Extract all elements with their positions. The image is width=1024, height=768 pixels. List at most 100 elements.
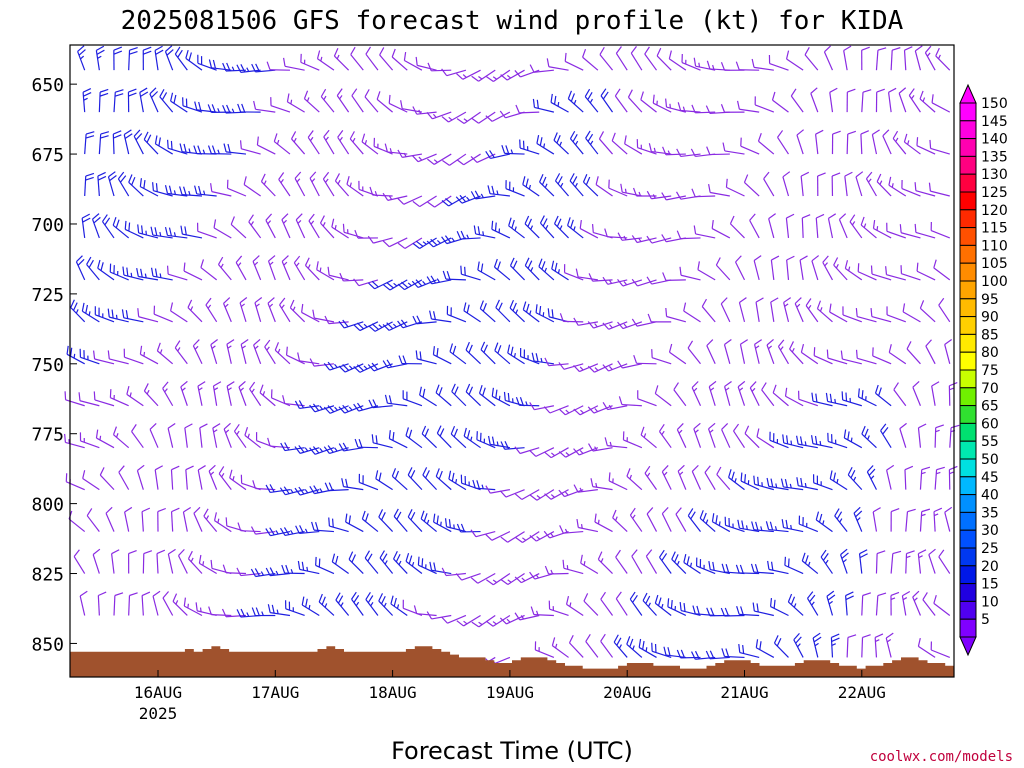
wind-barb: [403, 51, 423, 71]
wind-barb: [626, 636, 643, 658]
wind-barb: [95, 429, 115, 449]
wind-barb: [687, 508, 701, 532]
wind-barb: [139, 87, 149, 113]
wind-barb: [470, 529, 496, 538]
wind-barb: [600, 88, 614, 113]
colorbar-swatch: [959, 102, 977, 122]
wind-barb: [514, 69, 540, 78]
wind-barb: [84, 131, 95, 155]
wind-barb: [156, 342, 174, 365]
wind-barb: [890, 550, 902, 574]
wind-barb: [162, 591, 174, 616]
wind-barb: [354, 438, 378, 449]
wind-barb: [384, 394, 408, 407]
wind-barb: [544, 489, 569, 500]
wind-barb: [213, 219, 232, 239]
wind-barb: [131, 424, 144, 449]
wind-barb: [281, 255, 291, 281]
wind-barb: [566, 217, 584, 239]
wind-barb: [893, 382, 907, 407]
wind-barb: [687, 340, 701, 365]
wind-barb: [157, 507, 166, 532]
wind-barb: [368, 279, 393, 290]
wind-barb: [167, 139, 188, 155]
wind-barb: [390, 595, 408, 616]
wind-barb: [397, 195, 423, 205]
colorbar-swatch: [959, 405, 977, 424]
wind-barb: [121, 309, 144, 323]
wind-barb: [441, 235, 467, 245]
wind-barb: [421, 425, 438, 449]
colorbar-swatch: [959, 547, 977, 567]
wind-barb: [150, 267, 173, 281]
wind-barb: [602, 402, 628, 411]
wind-barb: [297, 352, 320, 365]
colorbar-label: 100: [981, 274, 1008, 290]
wind-barb: [338, 319, 364, 329]
wind-barb: [912, 590, 922, 616]
y-tick-label: 700: [31, 215, 64, 236]
wind-barb: [898, 87, 907, 113]
wind-barb: [180, 380, 188, 406]
wind-barb: [508, 217, 525, 239]
wind-barb: [301, 596, 320, 616]
wind-barb: [142, 550, 153, 574]
wind-barb: [212, 423, 221, 448]
wind-barb: [367, 362, 393, 372]
wind-barb: [422, 467, 438, 491]
wind-barb: [683, 553, 701, 575]
wind-barb: [677, 102, 701, 113]
wind-barb: [273, 133, 291, 155]
wind-barb: [265, 527, 291, 537]
wind-barb: [322, 171, 335, 197]
wind-barb: [681, 53, 701, 71]
credit-link[interactable]: coolwx.com/models: [870, 749, 1013, 765]
colorbar-swatch: [959, 440, 977, 460]
wind-barb: [222, 297, 232, 323]
wind-barb: [98, 131, 110, 155]
wind-barb: [880, 423, 892, 449]
wind-barb: [912, 380, 922, 406]
wind-barb: [833, 257, 848, 281]
wind-barb: [753, 255, 762, 281]
wind-barb: [665, 307, 687, 323]
wind-barb: [514, 612, 540, 621]
wind-barb: [364, 89, 379, 113]
wind-barb: [935, 47, 951, 71]
wind-barb: [615, 591, 628, 616]
colorbar-swatch: [959, 583, 977, 602]
wind-barb: [451, 383, 467, 407]
colorbar-label: 30: [981, 523, 999, 539]
colorbar-label: 15: [981, 577, 999, 593]
wind-barb: [865, 171, 877, 197]
colorbar-label: 35: [981, 505, 999, 521]
wind-barb: [309, 403, 335, 413]
wind-barb: [875, 47, 887, 71]
wind-barb: [631, 549, 643, 574]
wind-barb: [633, 355, 657, 365]
wind-barb: [455, 194, 481, 204]
wind-barb: [436, 425, 452, 449]
wind-barb: [379, 550, 394, 574]
wind-barb: [212, 381, 222, 406]
wind-barb: [559, 313, 584, 323]
y-tick-label: 675: [31, 145, 64, 166]
wind-barb: [400, 100, 423, 113]
wind-barb: [487, 185, 510, 197]
wind-barb: [743, 174, 760, 197]
wind-barb: [91, 213, 101, 239]
wind-barb: [646, 235, 672, 244]
wind-barb: [170, 92, 188, 113]
wind-barb: [861, 425, 877, 449]
wind-barb: [647, 313, 672, 323]
wind-barb: [435, 384, 452, 407]
wind-barb: [844, 171, 853, 197]
wind-barb: [376, 91, 393, 113]
wind-barb: [668, 50, 687, 71]
colorbar-label: 120: [981, 203, 1008, 219]
wind-barb: [771, 91, 789, 113]
wind-barb: [876, 173, 892, 197]
wind-barb: [236, 567, 261, 577]
wind-barb: [914, 223, 936, 239]
wind-barb: [97, 591, 107, 616]
